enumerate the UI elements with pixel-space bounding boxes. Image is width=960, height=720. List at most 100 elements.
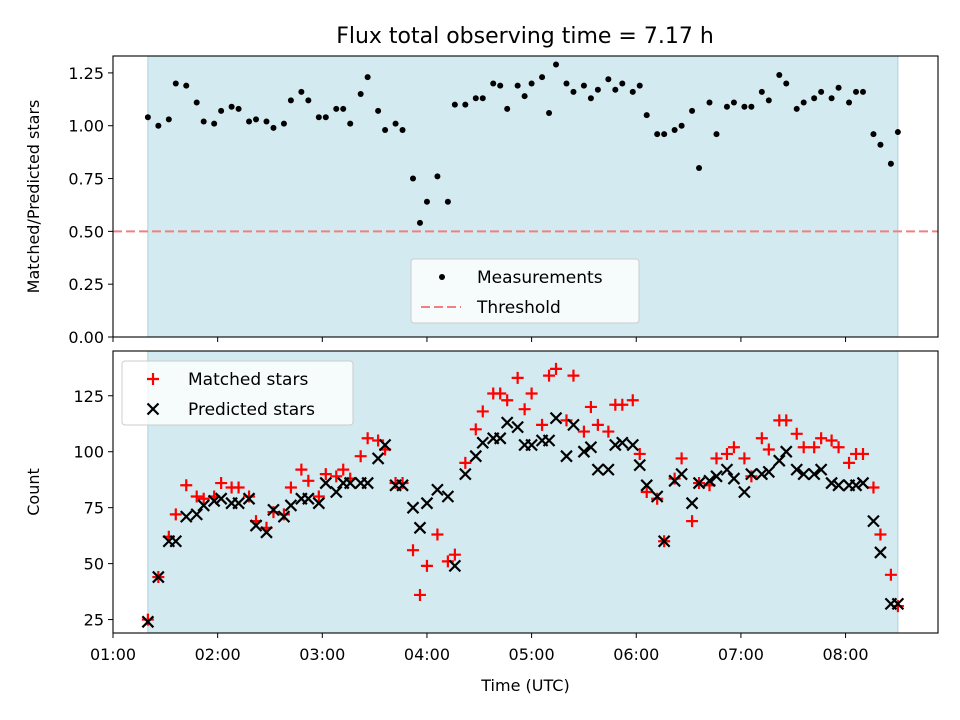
data-point xyxy=(867,514,880,528)
data-point xyxy=(263,118,270,125)
data-point xyxy=(169,534,183,548)
data-point xyxy=(501,394,514,407)
data-point xyxy=(396,479,409,492)
data-point xyxy=(284,481,297,494)
data-point xyxy=(441,490,455,503)
data-point xyxy=(745,467,758,481)
data-point xyxy=(444,198,451,205)
top-panel: 0.00 0.25 0.50 0.75 1.00 1.25 Matched/Predicte… xyxy=(24,55,939,347)
data-point xyxy=(550,362,563,375)
data-point xyxy=(675,452,688,465)
data-point xyxy=(333,105,340,112)
data-point xyxy=(640,486,653,498)
axes-frame xyxy=(112,350,939,634)
data-point xyxy=(577,425,590,438)
data-point xyxy=(748,103,755,110)
data-point xyxy=(825,434,838,447)
data-point xyxy=(857,447,869,460)
data-point xyxy=(287,97,294,104)
data-point xyxy=(399,126,406,133)
data-point xyxy=(762,443,775,456)
data-point xyxy=(870,131,877,138)
data-point xyxy=(476,436,490,450)
data-point xyxy=(609,438,622,452)
data-point xyxy=(298,88,305,95)
data-point xyxy=(773,454,786,467)
data-point xyxy=(846,99,853,106)
data-point xyxy=(343,476,357,490)
data-point xyxy=(302,474,315,487)
data-point xyxy=(657,534,671,548)
data-point xyxy=(315,114,322,121)
data-point xyxy=(319,468,332,481)
data-point xyxy=(755,467,769,481)
data-point xyxy=(877,141,884,148)
data-point xyxy=(580,82,587,89)
data-point xyxy=(340,105,347,112)
y-tick-label: 25 xyxy=(84,611,104,630)
data-point xyxy=(347,120,354,127)
data-point xyxy=(329,485,343,499)
data-point xyxy=(330,470,343,483)
data-point xyxy=(312,496,326,510)
data-point xyxy=(685,496,699,510)
data-point xyxy=(305,97,312,104)
data-point xyxy=(814,463,828,476)
data-point xyxy=(675,467,688,481)
data-point xyxy=(591,463,605,476)
legend-label: Matched stars xyxy=(188,370,308,390)
data-point xyxy=(591,418,604,431)
data-point xyxy=(643,112,650,119)
x-tick-label: 01:00 xyxy=(90,645,136,664)
data-point xyxy=(448,548,461,561)
data-point xyxy=(616,398,629,411)
data-point xyxy=(661,131,668,138)
data-point xyxy=(413,521,427,535)
x-tick-label: 06:00 xyxy=(613,645,659,664)
data-point xyxy=(214,492,228,505)
data-point xyxy=(521,93,528,100)
data-point xyxy=(567,418,580,432)
data-point xyxy=(710,452,723,465)
data-point xyxy=(843,456,856,469)
data-point xyxy=(654,131,661,138)
data-point xyxy=(295,463,308,476)
data-point xyxy=(235,105,242,112)
data-point xyxy=(472,95,479,102)
data-point xyxy=(459,467,472,481)
data-point xyxy=(267,503,280,517)
data-point xyxy=(790,427,803,440)
data-point xyxy=(197,499,210,512)
data-point xyxy=(525,387,538,400)
y-axis-label: Matched/Predicted stars xyxy=(24,100,43,294)
data-point xyxy=(459,456,472,469)
data-point xyxy=(277,508,290,521)
data-point xyxy=(825,476,838,490)
data-point xyxy=(815,432,828,445)
data-point xyxy=(423,198,430,205)
legend-box xyxy=(410,258,640,324)
data-point xyxy=(243,490,256,503)
data-point xyxy=(190,508,203,521)
data-point xyxy=(594,86,601,93)
legend: Measurements Threshold xyxy=(410,258,640,324)
data-point xyxy=(832,479,845,492)
data-point xyxy=(141,613,154,626)
data-point xyxy=(807,467,821,481)
legend-box xyxy=(121,360,354,426)
data-point xyxy=(361,432,374,445)
data-point xyxy=(703,474,716,488)
data-point xyxy=(197,492,210,505)
x-tick-label: 02:00 xyxy=(195,645,241,664)
data-point xyxy=(249,519,263,532)
data-point xyxy=(228,103,235,110)
data-point xyxy=(375,107,382,114)
data-point xyxy=(692,476,706,490)
data-point xyxy=(779,445,793,458)
data-point xyxy=(382,126,389,133)
data-point xyxy=(525,438,538,452)
x-tick-label: 08:00 xyxy=(823,645,869,664)
data-point xyxy=(357,91,364,98)
data-point xyxy=(640,479,653,492)
